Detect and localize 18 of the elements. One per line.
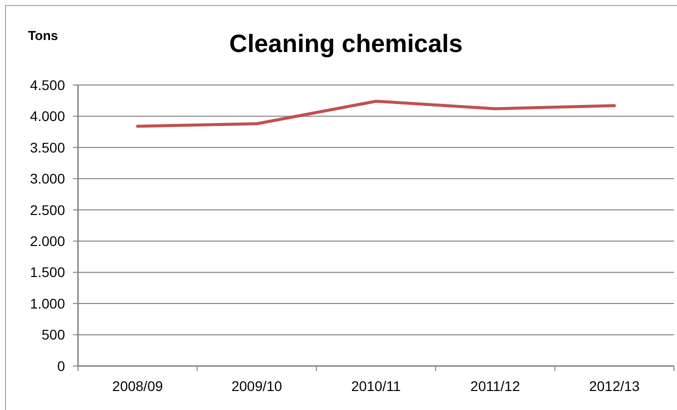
- y-tick-label: 4.000: [30, 108, 66, 124]
- x-tick-label: 2011/12: [470, 378, 520, 394]
- chart-title: Cleaning chemicals: [229, 30, 463, 58]
- line-series: [136, 100, 616, 128]
- y-tick-label: 3.000: [30, 170, 66, 187]
- y-tick-label: 4.500: [30, 76, 66, 93]
- y-tick-label: 500: [42, 326, 66, 343]
- y-tick-label: 2.000: [30, 233, 66, 250]
- y-axis-title: Tons: [28, 28, 58, 43]
- y-tick-label: 2.500: [30, 202, 66, 218]
- y-tick-label: 0: [57, 358, 66, 374]
- y-tick-label: 1.000: [30, 295, 66, 312]
- x-tick-label: 2009/10: [231, 378, 282, 394]
- x-tick-label: 2010/11: [351, 378, 401, 394]
- x-tick-label: 2008/09: [112, 378, 164, 394]
- x-tick-label: 2012/13: [589, 378, 640, 394]
- y-tick-label: 3.500: [30, 139, 66, 156]
- y-tick-label: 1.500: [30, 264, 66, 280]
